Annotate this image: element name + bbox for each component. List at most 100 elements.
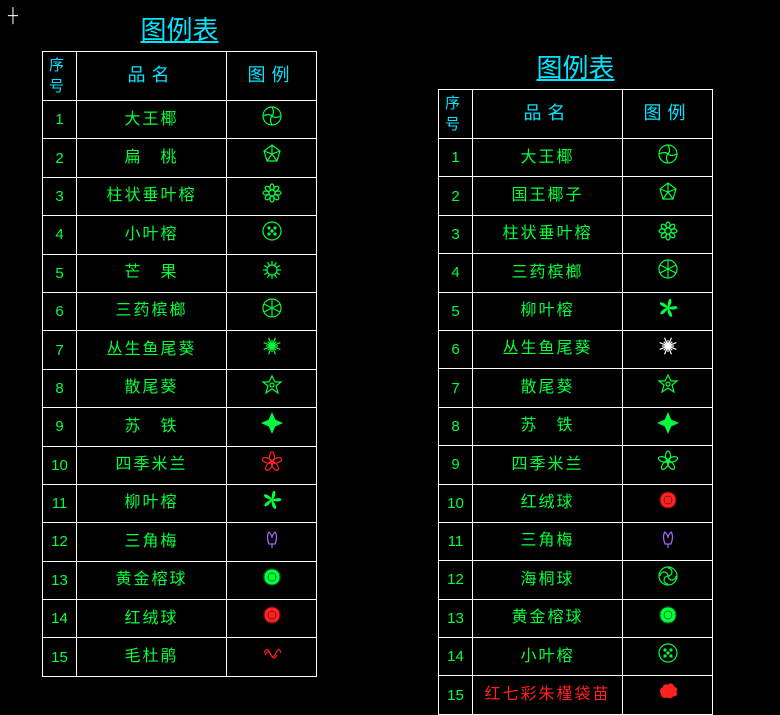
legend-row: 3柱状垂叶榕 [43, 177, 317, 215]
row-name: 小叶榕 [473, 638, 623, 676]
plant-symbol-icon [258, 641, 286, 665]
row-name: 毛杜鹃 [77, 638, 227, 676]
plant-symbol-icon [258, 603, 286, 627]
row-index: 1 [43, 101, 77, 139]
row-name: 黄金榕球 [473, 599, 623, 637]
legend-table-left: 序号品名图例1大王椰2扁 桃3柱状垂叶榕4小叶榕5芒 果6三药槟榔7丛生鱼尾葵8… [42, 51, 317, 677]
row-name: 三角梅 [473, 522, 623, 560]
row-index: 5 [43, 254, 77, 292]
row-name: 大王椰 [473, 139, 623, 177]
plant-symbol-icon [258, 142, 286, 166]
row-name: 柱状垂叶榕 [77, 177, 227, 215]
legend-row: 14红绒球 [43, 600, 317, 638]
row-index: 5 [439, 292, 473, 330]
plant-symbol-icon [654, 411, 682, 435]
plant-symbol-icon [258, 334, 286, 358]
legend-row: 5芒 果 [43, 254, 317, 292]
row-symbol [227, 600, 317, 638]
row-index: 8 [43, 369, 77, 407]
row-symbol [227, 101, 317, 139]
row-symbol [227, 139, 317, 177]
row-index: 7 [43, 331, 77, 369]
row-name: 小叶榕 [77, 216, 227, 254]
legend-title-right: 图例表 [438, 48, 713, 85]
row-index: 14 [43, 600, 77, 638]
row-name: 黄金榕球 [77, 561, 227, 599]
header-name: 品名 [473, 90, 623, 139]
row-index: 6 [439, 330, 473, 368]
plant-symbol-icon [654, 372, 682, 396]
row-index: 12 [43, 523, 77, 561]
row-index: 12 [439, 561, 473, 599]
legend-row: 8苏 铁 [439, 407, 713, 445]
row-symbol [623, 446, 713, 484]
row-symbol [227, 177, 317, 215]
legend-row: 9四季米兰 [439, 446, 713, 484]
header-symbol: 图例 [227, 52, 317, 101]
row-name: 红七彩朱槿袋苗 [473, 676, 623, 714]
plant-symbol-icon [654, 180, 682, 204]
plant-symbol-icon [654, 564, 682, 588]
legend-row: 2扁 桃 [43, 139, 317, 177]
row-name: 苏 铁 [77, 408, 227, 446]
row-name: 散尾葵 [77, 369, 227, 407]
row-name: 三药槟榔 [473, 254, 623, 292]
row-symbol [623, 292, 713, 330]
row-index: 3 [43, 177, 77, 215]
plant-symbol-icon [258, 488, 286, 512]
row-symbol [227, 523, 317, 561]
row-name: 四季米兰 [77, 446, 227, 484]
legend-row: 7散尾葵 [439, 369, 713, 407]
legend-header-row: 序号品名图例 [439, 90, 713, 139]
row-index: 11 [43, 484, 77, 522]
row-symbol [623, 215, 713, 253]
row-name: 三药槟榔 [77, 292, 227, 330]
row-symbol [623, 330, 713, 368]
row-index: 1 [439, 139, 473, 177]
row-symbol [623, 522, 713, 560]
row-symbol [623, 638, 713, 676]
legend-row: 1大王椰 [43, 101, 317, 139]
legend-row: 8散尾葵 [43, 369, 317, 407]
plant-symbol-icon [654, 526, 682, 550]
row-symbol [623, 484, 713, 522]
header-index: 序号 [43, 52, 77, 101]
plant-symbol-icon [258, 219, 286, 243]
plant-symbol-icon [654, 641, 682, 665]
row-name: 三角梅 [77, 523, 227, 561]
legend-row: 6三药槟榔 [43, 292, 317, 330]
plant-symbol-icon [654, 296, 682, 320]
row-index: 9 [43, 408, 77, 446]
legend-row: 2国王椰子 [439, 177, 713, 215]
legend-row: 12三角梅 [43, 523, 317, 561]
legend-row: 1大王椰 [439, 139, 713, 177]
legend-row: 4三药槟榔 [439, 254, 713, 292]
plant-symbol-icon [258, 526, 286, 550]
row-symbol [227, 216, 317, 254]
row-symbol [623, 254, 713, 292]
legend-row: 15红七彩朱槿袋苗 [439, 676, 713, 714]
row-symbol [227, 254, 317, 292]
row-name: 散尾葵 [473, 369, 623, 407]
plant-symbol-icon [258, 565, 286, 589]
row-index: 2 [43, 139, 77, 177]
row-index: 2 [439, 177, 473, 215]
legend-row: 13黄金榕球 [43, 561, 317, 599]
row-symbol [227, 446, 317, 484]
plant-symbol-icon [258, 296, 286, 320]
row-name: 柳叶榕 [473, 292, 623, 330]
legend-row: 15毛杜鹃 [43, 638, 317, 676]
legend-row: 3柱状垂叶榕 [439, 215, 713, 253]
row-name: 大王椰 [77, 101, 227, 139]
row-symbol [623, 676, 713, 714]
row-index: 4 [43, 216, 77, 254]
cad-cursor-mark: ┼ [8, 8, 18, 22]
plant-symbol-icon [654, 488, 682, 512]
legend-panel-left: 图例表序号品名图例1大王椰2扁 桃3柱状垂叶榕4小叶榕5芒 果6三药槟榔7丛生鱼… [42, 10, 317, 677]
row-index: 7 [439, 369, 473, 407]
row-symbol [227, 484, 317, 522]
row-name: 丛生鱼尾葵 [77, 331, 227, 369]
row-name: 红绒球 [473, 484, 623, 522]
plant-symbol-icon [258, 411, 286, 435]
legend-row: 13黄金榕球 [439, 599, 713, 637]
